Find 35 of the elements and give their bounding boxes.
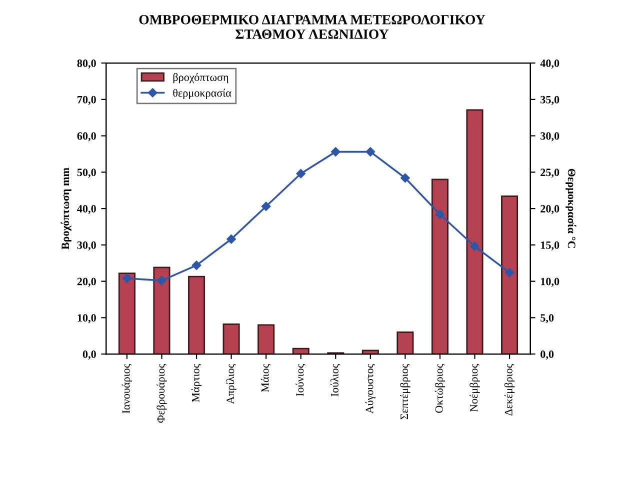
x-tick-label: Οκτώβριος	[434, 364, 446, 413]
x-tick-label: Απρίλιος	[226, 364, 236, 404]
y2-tick-label: 35,0	[540, 96, 560, 105]
y2-tick-label: 25,0	[540, 168, 560, 178]
x-tick-label: Φεβρουάριος	[156, 364, 167, 423]
y-tick-label: 0,0	[82, 350, 96, 360]
y-tick-label: 20,0	[77, 278, 96, 287]
y2-tick-label: 15,0	[541, 241, 560, 250]
x-tick-label: Δεκέμβριος	[504, 364, 515, 416]
x-tick-label: Νοέμβριος	[470, 364, 480, 412]
y2-tick-label: 20,0	[540, 205, 560, 214]
y-tick-label: 80,0	[77, 60, 96, 69]
y2-axis-title: Θερμοκρασία °C	[566, 168, 576, 248]
x-tick-label: Ιούλιος	[330, 364, 340, 396]
y-tick-label: 40,0	[77, 205, 96, 214]
x-tick-label: Αύγουστος	[365, 364, 376, 414]
x-tick-label: Μάιος	[260, 364, 271, 392]
y2-tick-label: 10,0	[541, 278, 560, 287]
y-tick-label: 70,0	[78, 96, 96, 105]
x-tick-label: Μάρτιος	[191, 364, 202, 402]
x-tick-label: Ιούνιος	[296, 364, 306, 396]
x-tick-label: Ιανουάριος	[122, 364, 132, 414]
legend-label: θερμοκρασία	[173, 88, 232, 100]
y-tick-label: 30,0	[77, 241, 96, 250]
y2-tick-label: 40,0	[540, 60, 560, 69]
legend-label: βροχόπτωση	[173, 73, 228, 84]
y2-tick-label: 0,0	[540, 350, 554, 360]
y2-tick-label: 30,0	[540, 132, 560, 142]
y-tick-label: 50,0	[77, 168, 96, 178]
y-axis-title: Βροχόπτωση mm	[60, 168, 72, 250]
y-tick-label: 10,0	[78, 314, 96, 324]
y-tick-label: 60,0	[77, 132, 96, 142]
x-tick-label: Σεπτέμβριος	[400, 364, 410, 420]
chart-title: ΟΜΒΡΟΘΕΡΜΙΚΟ ΔΙΑΓΡΑΜΜΑ ΜΕΤΕΩΡΟΛΟΓΙΚΟΥ ΣΤΑΘΜΟΥ ΛΕΩΝΙΔΙΟΥ	[139, 14, 486, 39]
y2-tick-label: 5,0	[540, 314, 554, 324]
